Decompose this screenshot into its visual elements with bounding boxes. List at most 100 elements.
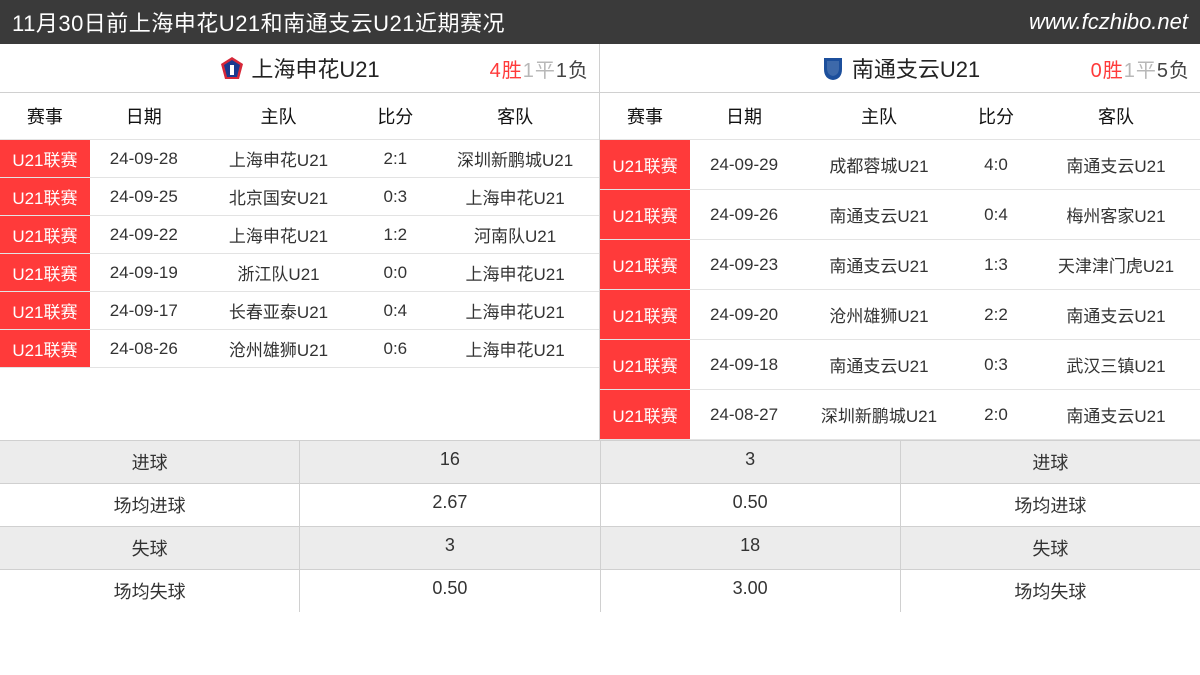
match-score: 0:4 bbox=[359, 292, 431, 329]
col-date: 日期 bbox=[90, 93, 198, 139]
stats-row-avg-conceded: 场均失球 0.50 3.00 场均失球 bbox=[0, 569, 1200, 612]
match-date: 24-09-26 bbox=[690, 190, 798, 239]
match-away: 天津津门虎U21 bbox=[1032, 240, 1200, 289]
match-event: U21联赛 bbox=[600, 340, 690, 389]
stats-label: 进球 bbox=[901, 441, 1200, 483]
match-date: 24-08-26 bbox=[90, 330, 198, 367]
match-event: U21联赛 bbox=[0, 330, 90, 367]
match-event: U21联赛 bbox=[0, 140, 90, 177]
stats-value: 18 bbox=[601, 527, 901, 569]
match-score: 2:0 bbox=[960, 390, 1032, 439]
match-away: 深圳新鹏城U21 bbox=[431, 140, 599, 177]
stats-value: 3 bbox=[601, 441, 901, 483]
left-table-header: 赛事 日期 主队 比分 客队 bbox=[0, 93, 599, 140]
match-score: 1:3 bbox=[960, 240, 1032, 289]
match-date: 24-09-28 bbox=[90, 140, 198, 177]
match-home: 沧州雄狮U21 bbox=[198, 330, 360, 367]
page-title: 11月30日前上海申花U21和南通支云U21近期赛况 bbox=[12, 6, 505, 38]
record-draws: 1平 bbox=[1124, 60, 1157, 82]
nantong-logo-icon bbox=[820, 55, 846, 81]
col-date: 日期 bbox=[690, 93, 798, 139]
col-event: 赛事 bbox=[0, 93, 90, 139]
stats-row-conceded: 失球 3 18 失球 bbox=[0, 526, 1200, 569]
match-home: 深圳新鹏城U21 bbox=[798, 390, 960, 439]
left-panel: 上海申花U21 4胜1平1负 赛事 日期 主队 比分 客队 U21联赛24-09… bbox=[0, 44, 600, 440]
stats-value: 2.67 bbox=[300, 484, 600, 526]
match-home: 成都蓉城U21 bbox=[798, 140, 960, 189]
match-home: 长春亚泰U21 bbox=[198, 292, 360, 329]
match-row[interactable]: U21联赛24-08-26沧州雄狮U210:6上海申花U21 bbox=[0, 330, 599, 368]
match-row[interactable]: U21联赛24-09-18南通支云U210:3武汉三镇U21 bbox=[600, 340, 1200, 390]
right-team-header: 南通支云U21 0胜1平5负 bbox=[600, 44, 1200, 93]
match-score: 0:3 bbox=[960, 340, 1032, 389]
stats-value: 16 bbox=[300, 441, 600, 483]
match-score: 2:1 bbox=[359, 140, 431, 177]
match-row[interactable]: U21联赛24-09-25北京国安U210:3上海申花U21 bbox=[0, 178, 599, 216]
record-losses: 1负 bbox=[556, 60, 589, 82]
match-score: 0:6 bbox=[359, 330, 431, 367]
main-content: 上海申花U21 4胜1平1负 赛事 日期 主队 比分 客队 U21联赛24-09… bbox=[0, 44, 1200, 440]
match-row[interactable]: U21联赛24-09-28上海申花U212:1深圳新鹏城U21 bbox=[0, 140, 599, 178]
right-panel: 南通支云U21 0胜1平5负 赛事 日期 主队 比分 客队 U21联赛24-09… bbox=[600, 44, 1200, 440]
match-home: 北京国安U21 bbox=[198, 178, 360, 215]
match-event: U21联赛 bbox=[600, 390, 690, 439]
record-wins: 0胜 bbox=[1091, 60, 1124, 82]
record-draws: 1平 bbox=[523, 60, 556, 82]
match-home: 上海申花U21 bbox=[198, 140, 360, 177]
col-away: 客队 bbox=[431, 93, 599, 139]
match-away: 上海申花U21 bbox=[431, 254, 599, 291]
match-score: 0:0 bbox=[359, 254, 431, 291]
right-team-record: 0胜1平5负 bbox=[1091, 54, 1190, 83]
match-away: 梅州客家U21 bbox=[1032, 190, 1200, 239]
match-away: 上海申花U21 bbox=[431, 292, 599, 329]
match-event: U21联赛 bbox=[0, 254, 90, 291]
stats-label: 场均失球 bbox=[0, 570, 300, 612]
shenhua-logo-icon bbox=[219, 55, 245, 81]
stats-value: 0.50 bbox=[601, 484, 901, 526]
stats-row-avg-goals: 场均进球 2.67 0.50 场均进球 bbox=[0, 483, 1200, 526]
match-date: 24-09-22 bbox=[90, 216, 198, 253]
left-team-record: 4胜1平1负 bbox=[490, 54, 589, 83]
stats-label: 场均进球 bbox=[901, 484, 1200, 526]
match-row[interactable]: U21联赛24-09-19浙江队U210:0上海申花U21 bbox=[0, 254, 599, 292]
stats-table: 进球 16 3 进球 场均进球 2.67 0.50 场均进球 失球 3 18 失… bbox=[0, 440, 1200, 612]
match-date: 24-09-23 bbox=[690, 240, 798, 289]
stats-label: 失球 bbox=[901, 527, 1200, 569]
match-row[interactable]: U21联赛24-09-17长春亚泰U210:4上海申花U21 bbox=[0, 292, 599, 330]
match-home: 上海申花U21 bbox=[198, 216, 360, 253]
page-header: 11月30日前上海申花U21和南通支云U21近期赛况 www.fczhibo.n… bbox=[0, 0, 1200, 44]
match-away: 上海申花U21 bbox=[431, 330, 599, 367]
record-losses: 5负 bbox=[1157, 60, 1190, 82]
match-event: U21联赛 bbox=[0, 216, 90, 253]
stats-value: 3.00 bbox=[601, 570, 901, 612]
stats-row-goals: 进球 16 3 进球 bbox=[0, 440, 1200, 483]
match-away: 河南队U21 bbox=[431, 216, 599, 253]
match-row[interactable]: U21联赛24-09-20沧州雄狮U212:2南通支云U21 bbox=[600, 290, 1200, 340]
match-row[interactable]: U21联赛24-09-22上海申花U211:2河南队U21 bbox=[0, 216, 599, 254]
right-table-header: 赛事 日期 主队 比分 客队 bbox=[600, 93, 1200, 140]
left-team-header: 上海申花U21 4胜1平1负 bbox=[0, 44, 599, 93]
col-home: 主队 bbox=[798, 93, 960, 139]
col-away: 客队 bbox=[1032, 93, 1200, 139]
match-away: 上海申花U21 bbox=[431, 178, 599, 215]
col-score: 比分 bbox=[960, 93, 1032, 139]
col-event: 赛事 bbox=[600, 93, 690, 139]
col-home: 主队 bbox=[198, 93, 360, 139]
col-score: 比分 bbox=[359, 93, 431, 139]
match-event: U21联赛 bbox=[600, 140, 690, 189]
match-row[interactable]: U21联赛24-09-23南通支云U211:3天津津门虎U21 bbox=[600, 240, 1200, 290]
site-watermark: www.fczhibo.net bbox=[1029, 9, 1188, 35]
match-row[interactable]: U21联赛24-09-26南通支云U210:4梅州客家U21 bbox=[600, 190, 1200, 240]
record-wins: 4胜 bbox=[490, 60, 523, 82]
match-away: 南通支云U21 bbox=[1032, 140, 1200, 189]
match-home: 南通支云U21 bbox=[798, 340, 960, 389]
match-row[interactable]: U21联赛24-08-27深圳新鹏城U212:0南通支云U21 bbox=[600, 390, 1200, 440]
match-row[interactable]: U21联赛24-09-29成都蓉城U214:0南通支云U21 bbox=[600, 140, 1200, 190]
stats-label: 场均失球 bbox=[901, 570, 1200, 612]
match-away: 南通支云U21 bbox=[1032, 390, 1200, 439]
match-away: 南通支云U21 bbox=[1032, 290, 1200, 339]
stats-value: 0.50 bbox=[300, 570, 600, 612]
match-score: 4:0 bbox=[960, 140, 1032, 189]
match-date: 24-09-18 bbox=[690, 340, 798, 389]
match-date: 24-09-29 bbox=[690, 140, 798, 189]
